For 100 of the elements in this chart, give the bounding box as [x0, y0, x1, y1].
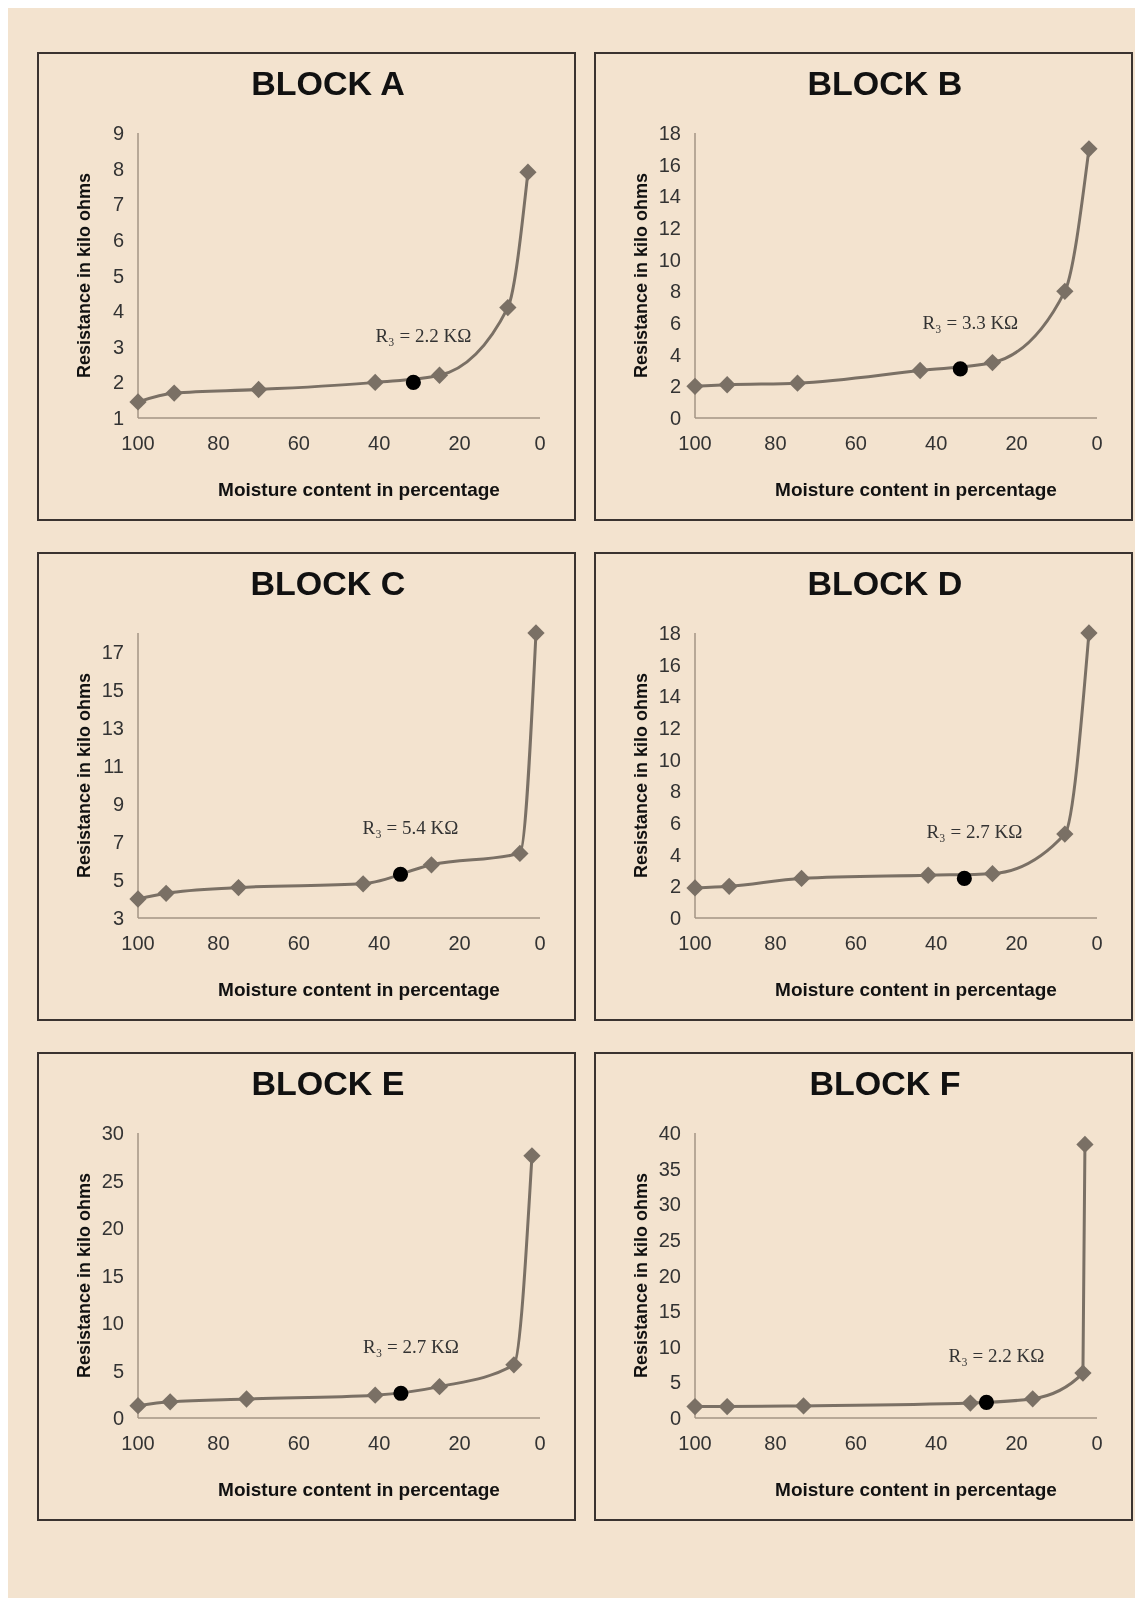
y-axis-title: Resistance in kilo ohms — [74, 1172, 94, 1379]
y-tick-label: 11 — [103, 755, 124, 777]
y-tick-label: 4 — [112, 300, 124, 323]
y-axis-title: Resistance in kilo ohms — [74, 172, 94, 379]
x-tick-label: 60 — [287, 932, 310, 954]
y-tick-label: 12 — [658, 217, 681, 239]
x-tick-label: 80 — [764, 932, 787, 954]
point — [718, 1397, 736, 1416]
point — [718, 376, 736, 394]
point — [1080, 624, 1098, 642]
point — [157, 884, 175, 902]
y-axis-title: Resistance in kilo ohms — [631, 672, 651, 879]
y-tick-label: 2 — [112, 371, 124, 394]
x-tick-label: 80 — [207, 1432, 230, 1454]
x-tick-label: 60 — [287, 432, 310, 454]
y-tick-label: 40 — [658, 1122, 681, 1144]
x-tick-label: 40 — [925, 432, 948, 454]
point — [911, 361, 929, 380]
point — [393, 1385, 409, 1401]
y-axis-title: Resistance in kilo ohms — [74, 672, 94, 879]
x-tick-label: 40 — [925, 1432, 948, 1454]
y-tick-label: 20 — [658, 1264, 681, 1287]
y-tick-label: 1 — [112, 407, 124, 429]
x-axis-title: Moisture content in percentage — [775, 979, 1057, 1000]
y-tick-label: 6 — [112, 228, 124, 251]
x-axis-title: Moisture content in percentage — [775, 1479, 1057, 1500]
chart-title: BLOCK F — [809, 1064, 961, 1102]
point — [430, 1378, 449, 1396]
point — [1080, 140, 1098, 158]
y-tick-label: 8 — [112, 157, 124, 180]
chart-title: BLOCK C — [250, 564, 406, 602]
y-tick-label: 18 — [658, 622, 681, 644]
point — [1076, 1135, 1094, 1154]
y-tick-label: 9 — [112, 122, 124, 144]
x-tick-label: 40 — [368, 432, 391, 454]
point — [1056, 825, 1074, 843]
x-tick-label: 80 — [764, 1432, 787, 1454]
y-tick-label: 4 — [669, 843, 681, 866]
x-tick-label: 60 — [844, 1432, 867, 1454]
y-tick-label: 7 — [112, 831, 124, 853]
y-tick-label: 2 — [669, 375, 681, 398]
y-tick-label: 25 — [658, 1228, 681, 1251]
y-tick-label: 17 — [101, 641, 124, 663]
y-tick-label: 16 — [658, 653, 681, 676]
y-tick-label: 12 — [658, 717, 681, 739]
point — [161, 1393, 179, 1411]
annotation: R₃ = 5.4 KΩ — [362, 817, 459, 839]
x-tick-label: 100 — [678, 1432, 712, 1454]
y-tick-label: 0 — [669, 907, 681, 929]
y-tick-label: 30 — [658, 1193, 681, 1216]
y-tick-label: 6 — [669, 812, 681, 834]
y-tick-label: 8 — [669, 780, 681, 803]
chart-title: BLOCK A — [251, 64, 405, 102]
x-tick-label: 60 — [844, 932, 867, 954]
point — [720, 877, 738, 895]
y-tick-label: 25 — [101, 1169, 124, 1192]
y-tick-label: 15 — [101, 679, 124, 701]
x-tick-label: 20 — [1005, 932, 1028, 954]
point — [952, 361, 968, 377]
y-tick-label: 5 — [112, 1359, 124, 1382]
point — [229, 878, 248, 897]
point — [523, 1147, 541, 1165]
point — [919, 866, 937, 884]
x-tick-label: 60 — [287, 1432, 310, 1454]
point — [366, 1386, 384, 1404]
point — [788, 374, 807, 392]
x-axis-title: Moisture content in percentage — [218, 479, 500, 500]
x-tick-label: 80 — [207, 932, 230, 954]
chart-title: BLOCK B — [807, 64, 963, 102]
y-tick-label: 9 — [112, 793, 124, 815]
point — [794, 1397, 813, 1415]
y-tick-label: 5 — [669, 1371, 681, 1394]
x-axis-title: Moisture content in percentage — [218, 979, 500, 1000]
y-tick-label: 0 — [669, 407, 681, 429]
y-axis-title: Resistance in kilo ohms — [631, 1172, 651, 1379]
point — [1056, 282, 1074, 300]
point — [129, 393, 147, 411]
point — [129, 1397, 147, 1415]
y-tick-label: 15 — [101, 1264, 124, 1287]
x-tick-label: 100 — [121, 1432, 155, 1454]
x-tick-label: 40 — [368, 1432, 391, 1454]
x-tick-label: 0 — [1091, 432, 1103, 454]
point — [505, 1356, 523, 1374]
y-tick-label: 3 — [112, 907, 124, 929]
x-tick-label: 100 — [121, 432, 155, 454]
point — [1024, 1390, 1042, 1408]
y-tick-label: 7 — [112, 193, 124, 216]
point — [392, 866, 409, 882]
y-tick-label: 13 — [101, 717, 124, 739]
point — [366, 373, 384, 392]
point — [686, 879, 704, 897]
x-axis-title: Moisture content in percentage — [218, 1479, 500, 1500]
point — [511, 844, 529, 863]
x-tick-label: 100 — [678, 432, 712, 454]
y-tick-label: 10 — [658, 748, 681, 771]
point — [1074, 1364, 1092, 1382]
y-tick-label: 0 — [669, 1407, 681, 1429]
x-tick-label: 0 — [534, 1432, 546, 1454]
chart-title: BLOCK D — [807, 564, 963, 602]
point — [956, 870, 972, 886]
